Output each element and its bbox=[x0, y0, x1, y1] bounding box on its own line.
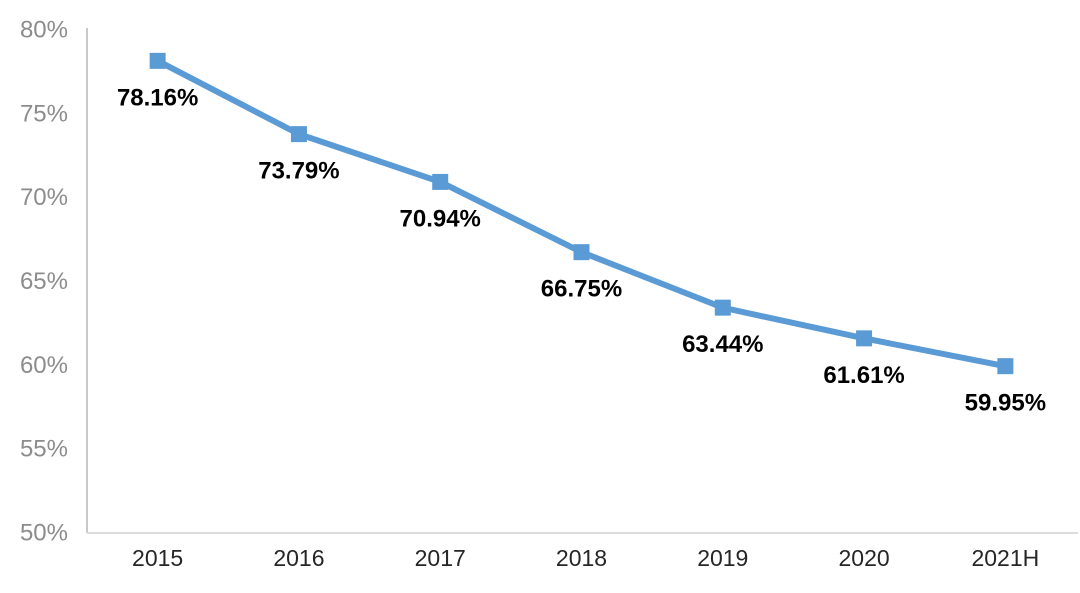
data-point-label-2016: 73.79% bbox=[258, 158, 339, 185]
data-point-label-2020: 61.61% bbox=[823, 362, 904, 389]
x-tick-label-2021H: 2021H bbox=[971, 545, 1039, 571]
x-tick-label-2018: 2018 bbox=[556, 545, 607, 571]
data-point-marker-2017 bbox=[432, 173, 449, 190]
y-tick-label-55pct: 55% bbox=[20, 436, 68, 463]
x-tick-label-2016: 2016 bbox=[273, 545, 324, 571]
data-point-marker-2016 bbox=[290, 126, 307, 143]
x-tick-label-2019: 2019 bbox=[697, 545, 748, 571]
x-tick-label-2017: 2017 bbox=[415, 545, 466, 571]
data-point-marker-2020 bbox=[856, 330, 873, 347]
y-tick-label-70pct: 70% bbox=[20, 184, 68, 211]
x-tick-label-2020: 2020 bbox=[838, 545, 889, 571]
trend-line bbox=[156, 58, 1006, 370]
data-point-marker-2015 bbox=[149, 52, 166, 69]
x-tick-label-2015: 2015 bbox=[132, 545, 183, 571]
data-point-marker-2019 bbox=[714, 299, 731, 316]
data-point-label-2018: 66.75% bbox=[541, 276, 622, 303]
y-tick-label-65pct: 65% bbox=[20, 268, 68, 295]
y-tick-label-80pct: 80% bbox=[20, 17, 68, 44]
data-point-marker-2021H bbox=[997, 358, 1014, 375]
data-point-marker-2018 bbox=[573, 244, 590, 261]
data-point-label-2021H: 59.95% bbox=[965, 390, 1046, 417]
data-point-label-2015: 78.16% bbox=[117, 84, 198, 111]
data-point-label-2017: 70.94% bbox=[400, 205, 481, 232]
data-point-label-2019: 63.44% bbox=[682, 331, 763, 358]
y-tick-label-60pct: 60% bbox=[20, 352, 68, 379]
y-tick-label-75pct: 75% bbox=[20, 100, 68, 127]
y-tick-label-50pct: 50% bbox=[20, 520, 68, 547]
